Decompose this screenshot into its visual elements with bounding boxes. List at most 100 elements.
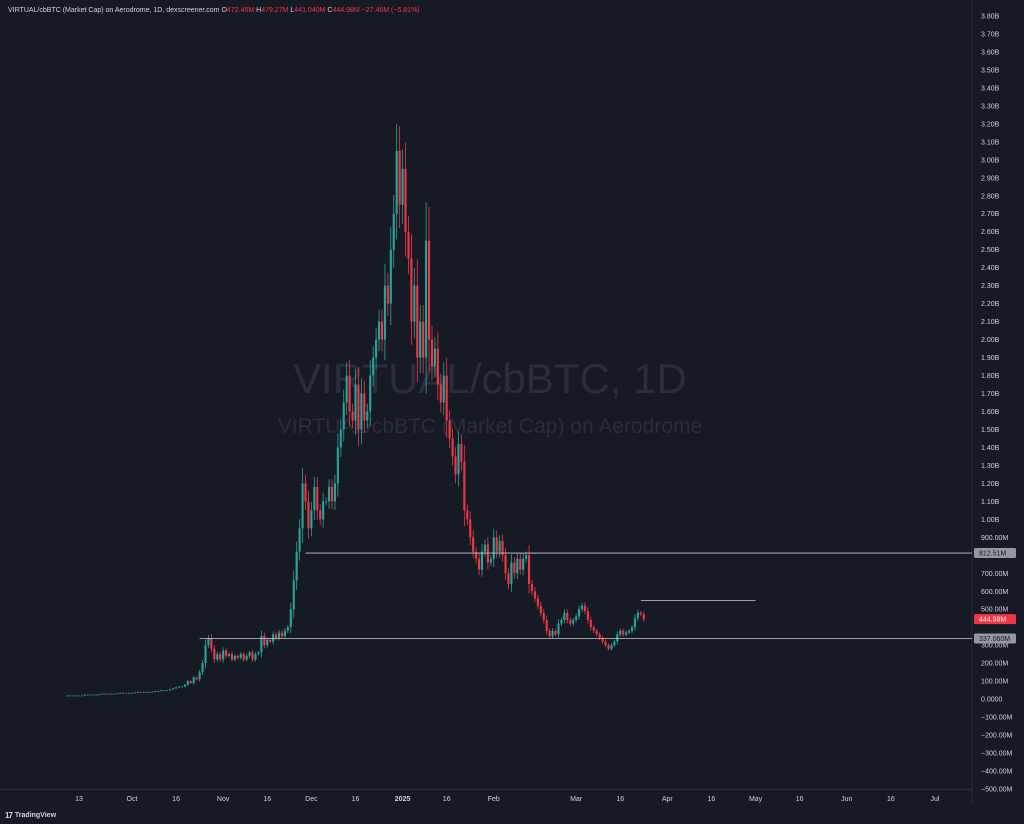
candle-body: [151, 691, 154, 693]
candle-body: [636, 612, 639, 619]
price-axis-tick: 3.50B: [981, 67, 1000, 74]
candle-body: [298, 528, 301, 552]
candle-body: [133, 692, 136, 694]
candle-body: [236, 655, 239, 658]
candle-body: [413, 285, 416, 322]
time-axis-tick: 16: [352, 796, 360, 803]
candle-body: [92, 694, 95, 696]
price-axis-tick: 1.30B: [981, 463, 1000, 470]
low-label: L: [290, 7, 295, 14]
candle-body: [286, 627, 289, 631]
candle-body: [633, 618, 637, 628]
price-axis-tick: 1.00B: [981, 517, 1000, 524]
price-axis-tick: 1.70B: [981, 391, 1000, 398]
candle-body: [422, 321, 425, 358]
price-label-text: 812.51M: [979, 551, 1006, 558]
candle-body: [392, 213, 395, 250]
high-value: 479.27M: [261, 7, 289, 14]
candle-body: [242, 654, 245, 660]
candle-body: [560, 620, 563, 624]
candle-body: [322, 501, 325, 520]
price-axis-tick: 2.30B: [981, 283, 1000, 290]
candle-body: [80, 695, 84, 697]
time-axis-tick: Jun: [841, 796, 852, 803]
candle-body: [583, 605, 587, 612]
price-axis[interactable]: 3.80B 3.70B 3.60B 3.50B 3.40B 3.30B 3.20B 3.10B…: [981, 14, 1012, 794]
candle-body: [339, 429, 342, 448]
candle-body: [295, 551, 298, 581]
candle-body: [125, 692, 128, 694]
open-value: 472.45M: [226, 7, 255, 14]
candle-body: [327, 486, 331, 502]
candle-body: [489, 558, 492, 563]
candle-body: [316, 486, 319, 511]
price-labels: 812.51M 444.98M 337.060M: [974, 548, 1016, 644]
candle-body: [563, 612, 566, 621]
candle-body: [416, 285, 419, 358]
candle-body: [407, 231, 410, 259]
candle-body: [127, 692, 131, 694]
candle-body: [463, 461, 466, 511]
candle-body: [475, 551, 478, 559]
candle-body: [330, 486, 334, 502]
price-axis-tick: 2.00B: [981, 337, 1000, 344]
candle-body: [572, 620, 575, 624]
candle-body: [401, 168, 404, 205]
candle-body: [510, 562, 513, 585]
time-axis-tick: 16: [616, 796, 624, 803]
price-label-box: [974, 548, 1016, 559]
time-axis-tick: Dec: [305, 796, 318, 803]
price-axis-tick: −400.00M: [981, 769, 1012, 776]
time-axis-tick: May: [749, 796, 763, 803]
candle-body: [548, 630, 551, 637]
time-axis-tick: Oct: [127, 796, 138, 803]
tradingview-brand[interactable]: 17 TradingView: [5, 811, 56, 820]
candle-body: [354, 384, 357, 421]
candle-body: [554, 630, 557, 635]
candle-body: [551, 630, 554, 637]
price-axis-tick: −200.00M: [981, 733, 1012, 740]
price-axis-tick: 2.50B: [981, 247, 1000, 254]
candle-body: [639, 612, 642, 615]
candle-body: [198, 672, 201, 680]
price-axis-tick: 3.00B: [981, 157, 1000, 164]
candle-body: [283, 630, 286, 637]
candle-body: [351, 411, 354, 421]
candle-body: [477, 558, 481, 570]
time-axis-tick: 16: [708, 796, 716, 803]
candle-body: [86, 694, 89, 696]
price-axis-tick: 3.60B: [981, 49, 1000, 56]
candle-body: [439, 384, 442, 403]
candle-body: [110, 693, 113, 695]
candle-body: [398, 150, 401, 205]
time-axis-tick: 16: [172, 796, 180, 803]
price-axis-tick: 2.20B: [981, 301, 1000, 308]
candle-body: [157, 691, 160, 692]
candle-body: [360, 393, 363, 430]
candle-body: [410, 258, 413, 322]
candle-body: [189, 681, 192, 683]
open-label: O: [221, 7, 227, 14]
watermark-title: VIRTUAL/cbBTC, 1D: [293, 355, 687, 402]
candle-body: [601, 637, 604, 642]
candle-body: [213, 648, 216, 660]
candle-body: [375, 339, 378, 358]
candle-body: [369, 375, 372, 412]
candle-body: [122, 692, 125, 694]
price-axis-tick: 3.70B: [981, 31, 1000, 38]
candle-body: [469, 519, 472, 538]
candle-body: [216, 654, 219, 660]
candle-body: [301, 483, 304, 529]
candle-body: [595, 630, 598, 635]
time-axis-tick: Apr: [662, 796, 674, 803]
candle-body: [442, 375, 445, 403]
time-axis-tick: Mar: [570, 796, 583, 803]
time-axis[interactable]: 13 Oct 16 Nov 16 Dec 16 2025 16 Feb Mar 16 Apr 16 May 1…: [75, 796, 940, 803]
candle-body: [166, 690, 169, 691]
watermark-subtitle: VIRTUAL/cbBTC (Market Cap) on Aerodrome: [278, 415, 702, 438]
candle-body: [539, 605, 542, 613]
candle-body: [466, 510, 469, 520]
candle-body: [172, 688, 175, 690]
candle-body: [227, 654, 231, 656]
